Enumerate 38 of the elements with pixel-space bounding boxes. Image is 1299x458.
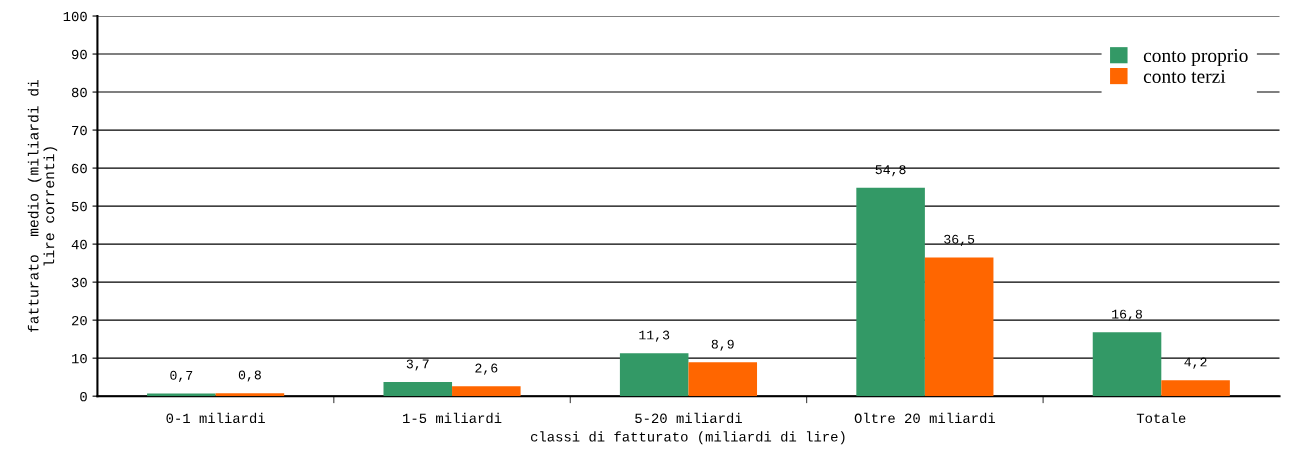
data-label: 8,9: [711, 339, 734, 351]
bar: [1092, 332, 1162, 397]
y-tick-label: 40: [71, 239, 87, 250]
y-tick-label: 0: [80, 391, 87, 402]
data-label: 4,2: [1184, 357, 1207, 369]
data-label: 16,8: [1112, 309, 1142, 321]
data-label: 0,8: [238, 370, 261, 382]
y-tick-label: 50: [71, 201, 87, 212]
y-tick-label: 20: [72, 315, 87, 326]
data-label: 11,3: [639, 330, 670, 342]
x-tick-label: 0-1 miliardi: [166, 412, 265, 424]
y-tick-label: 80: [71, 87, 87, 98]
bar: [688, 362, 758, 397]
bar: [619, 353, 689, 397]
bar: [215, 393, 285, 397]
data-label: 36,5: [944, 234, 975, 246]
data-label: 0,7: [170, 370, 193, 382]
x-tick-label: 5-20 miliardi: [635, 412, 742, 424]
y-tick-label: 100: [63, 11, 87, 22]
bar: [856, 187, 925, 397]
bar: [924, 257, 994, 397]
x-axis-title: classi di fatturato (miliardi di lire): [530, 431, 845, 445]
y-tick-label: 90: [71, 49, 87, 60]
bar: [452, 386, 521, 397]
bar: [383, 382, 453, 397]
y-axis-title: fatturato medio (miliardi di lire correnti): [27, 79, 58, 333]
x-tick-label: Totale: [1136, 412, 1186, 424]
legend-label: conto proprio: [1143, 49, 1248, 67]
x-tick-label: 1-5 miliardi: [403, 412, 502, 424]
y-tick-label: 30: [71, 277, 87, 288]
legend-label: conto terzi: [1143, 69, 1226, 83]
x-tick-label: Oltre 20 miliardi: [854, 412, 996, 424]
y-tick-label: 60: [72, 163, 87, 174]
bar: [1161, 380, 1230, 397]
data-label: 2,6: [475, 363, 498, 375]
y-tick-label: 10: [72, 353, 87, 364]
data-label: 3,7: [406, 359, 429, 371]
y-tick-label: 70: [72, 125, 87, 136]
